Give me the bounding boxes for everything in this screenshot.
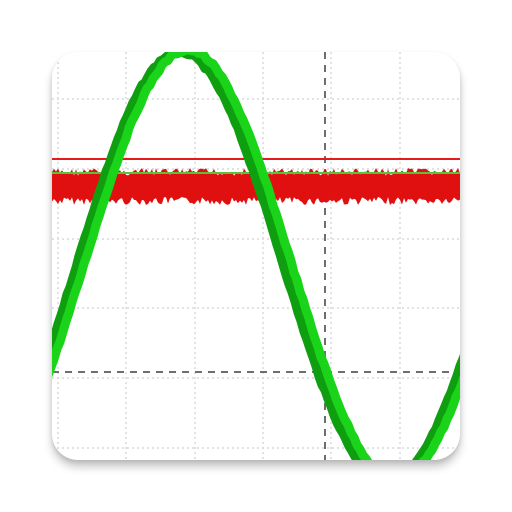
green-sine-waveform: [52, 52, 460, 460]
cursor-lines: [52, 52, 460, 460]
oscilloscope-grid: [52, 52, 460, 460]
sine-trace: [52, 52, 460, 460]
oscilloscope-screen: [52, 52, 460, 460]
sine-trace: [52, 52, 460, 460]
oscilloscope-app-icon[interactable]: [52, 52, 460, 460]
